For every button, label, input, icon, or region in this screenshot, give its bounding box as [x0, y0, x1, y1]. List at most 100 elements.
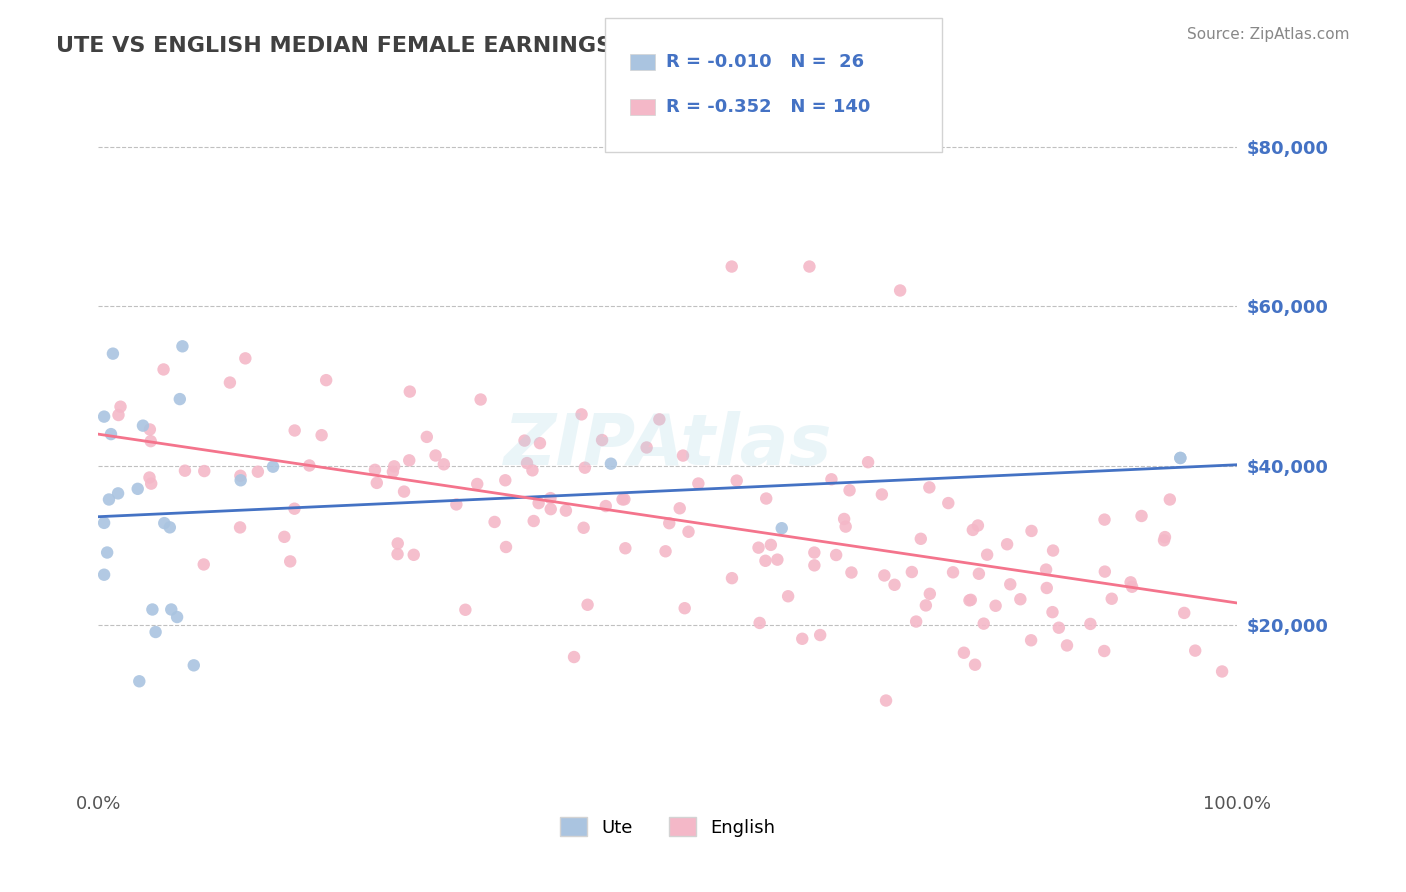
Point	[100, 427, 122, 442]
Point	[571, 408, 593, 422]
Point	[495, 540, 517, 554]
Point	[96, 545, 118, 559]
Point	[973, 616, 995, 631]
Point	[915, 599, 938, 613]
Point	[668, 501, 690, 516]
Point	[995, 537, 1018, 551]
Point	[298, 458, 321, 473]
Point	[720, 260, 742, 274]
Point	[529, 436, 551, 450]
Point	[901, 565, 924, 579]
Point	[93, 409, 115, 424]
Point	[93, 567, 115, 582]
Point	[820, 472, 842, 486]
Point	[454, 603, 477, 617]
Point	[1184, 643, 1206, 657]
Point	[1035, 563, 1057, 577]
Point	[153, 516, 176, 530]
Point	[139, 422, 162, 436]
Point	[1092, 644, 1115, 658]
Point	[725, 474, 748, 488]
Text: R = -0.010   N =  26: R = -0.010 N = 26	[666, 54, 865, 71]
Point	[748, 615, 770, 630]
Point	[516, 456, 538, 470]
Point	[688, 476, 710, 491]
Point	[803, 545, 825, 559]
Point	[1035, 581, 1057, 595]
Point	[1094, 565, 1116, 579]
Point	[778, 589, 800, 603]
Point	[648, 412, 671, 426]
Text: R = -0.352   N = 140: R = -0.352 N = 140	[666, 98, 870, 116]
Point	[1173, 606, 1195, 620]
Point	[540, 491, 562, 505]
Point	[229, 468, 252, 483]
Point	[562, 650, 585, 665]
Point	[110, 400, 132, 414]
Text: UTE VS ENGLISH MEDIAN FEMALE EARNINGS CORRELATION CHART: UTE VS ENGLISH MEDIAN FEMALE EARNINGS CO…	[56, 36, 886, 55]
Point	[381, 465, 404, 479]
Point	[527, 496, 550, 510]
Point	[825, 548, 848, 562]
Point	[967, 518, 990, 533]
Point	[392, 484, 415, 499]
Point	[792, 632, 814, 646]
Point	[398, 384, 420, 399]
Point	[387, 547, 409, 561]
Point	[484, 515, 506, 529]
Point	[470, 392, 492, 407]
Point	[262, 459, 284, 474]
Point	[1154, 530, 1177, 544]
Point	[803, 558, 825, 573]
Point	[1042, 605, 1064, 619]
Point	[433, 458, 456, 472]
Point	[1211, 665, 1233, 679]
Point	[918, 587, 941, 601]
Point	[402, 548, 425, 562]
Point	[183, 658, 205, 673]
Point	[1159, 492, 1181, 507]
Point	[721, 571, 744, 585]
Point	[841, 566, 863, 580]
Point	[799, 260, 821, 274]
Point	[513, 434, 536, 448]
Point	[387, 536, 409, 550]
Point	[273, 530, 295, 544]
Point	[673, 601, 696, 615]
Point	[93, 516, 115, 530]
Point	[759, 538, 782, 552]
Point	[425, 449, 447, 463]
Point	[1101, 591, 1123, 606]
Point	[613, 492, 636, 507]
Point	[1130, 508, 1153, 523]
Point	[246, 465, 269, 479]
Point	[172, 339, 194, 353]
Point	[936, 496, 959, 510]
Point	[873, 568, 896, 582]
Point	[1170, 450, 1192, 465]
Point	[595, 499, 617, 513]
Point	[905, 615, 928, 629]
Point	[107, 486, 129, 500]
Point	[883, 578, 905, 592]
Point	[1080, 616, 1102, 631]
Text: Source: ZipAtlas.com: Source: ZipAtlas.com	[1187, 27, 1350, 42]
Point	[554, 503, 576, 517]
Point	[875, 693, 897, 707]
Point	[612, 492, 634, 507]
Point	[636, 441, 658, 455]
Point	[658, 516, 681, 531]
Point	[963, 657, 986, 672]
Point	[382, 459, 405, 474]
Point	[494, 473, 516, 487]
Point	[576, 598, 599, 612]
Point	[229, 520, 252, 534]
Point	[1119, 575, 1142, 590]
Point	[160, 602, 183, 616]
Point	[654, 544, 676, 558]
Point	[889, 284, 911, 298]
Point	[614, 541, 637, 556]
Point	[984, 599, 1007, 613]
Point	[1170, 450, 1192, 465]
Point	[101, 346, 124, 360]
